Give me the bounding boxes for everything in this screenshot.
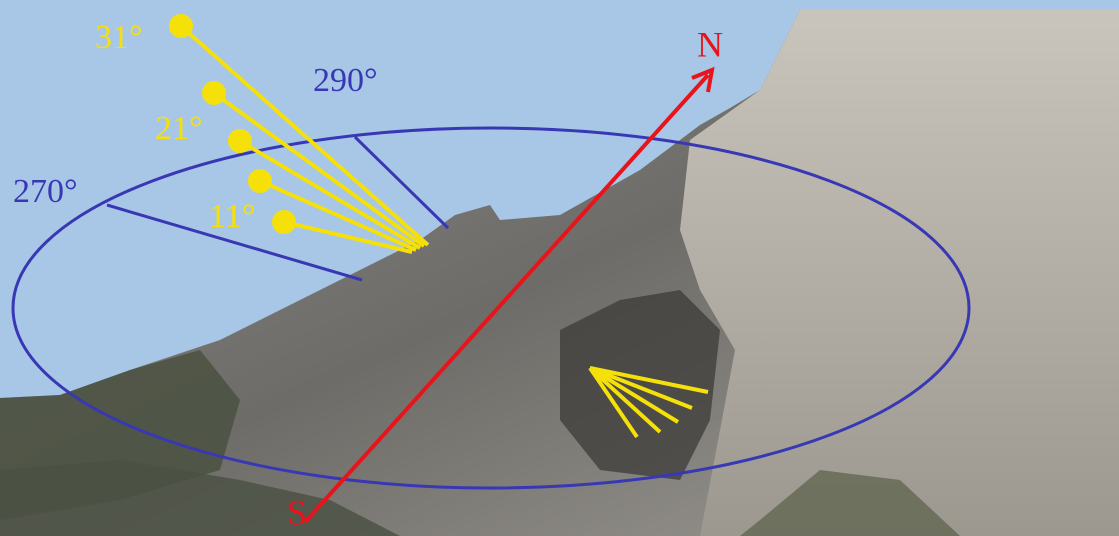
page: 270° 290° 31° 21° 11° N S (() => { const… (0, 0, 1119, 536)
sun (228, 129, 252, 153)
south-label: S (287, 492, 307, 532)
sun (202, 81, 226, 105)
azimuth-label: 290° (313, 62, 378, 99)
elevation-label: 11° (209, 198, 255, 235)
sun (272, 210, 296, 234)
sun (169, 14, 193, 38)
sun (248, 169, 272, 193)
photo-annotation: 270° 290° 31° 21° 11° N S (0, 0, 1119, 536)
elevation-label: 21° (155, 110, 203, 147)
north-label: N (697, 24, 723, 64)
elevation-label: 31° (95, 19, 143, 56)
azimuth-label: 270° (13, 173, 78, 210)
